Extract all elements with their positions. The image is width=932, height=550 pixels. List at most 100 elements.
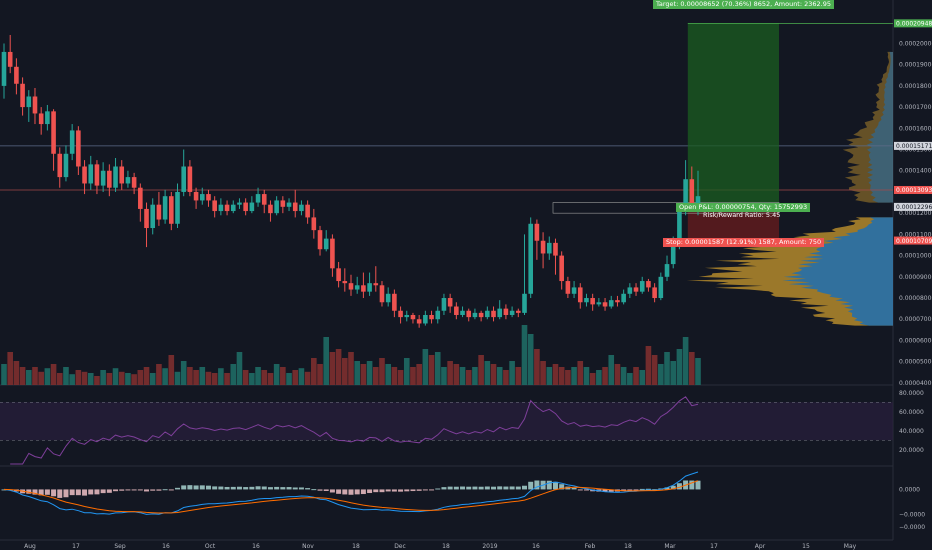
volume-bar <box>211 373 218 385</box>
macd-histogram-bar <box>429 489 435 491</box>
candle <box>311 217 317 231</box>
time-tick-label: Mar <box>664 543 676 550</box>
volume-bar <box>168 355 175 385</box>
macd-histogram-bar <box>150 489 156 491</box>
stop-label[interactable]: Stop: 0.00001587 (12.91%) 1587, Amount: … <box>663 237 825 247</box>
open-pnl-label[interactable]: Open P&L: 0.00000754, Qty: 15752993 <box>676 202 811 212</box>
rsi-line <box>10 396 699 465</box>
volume-bar <box>658 364 664 385</box>
volume-bar <box>596 370 602 385</box>
candle <box>534 223 540 241</box>
volume-bar <box>63 367 69 385</box>
candle <box>113 166 118 188</box>
candle <box>460 310 465 315</box>
volume-bar <box>577 361 584 385</box>
macd-histogram-bar <box>367 489 373 494</box>
macd-histogram-bar <box>633 489 639 491</box>
volume-bar <box>69 374 75 385</box>
macd-histogram-bar <box>342 489 348 495</box>
volume-bar <box>565 370 571 385</box>
candle <box>181 166 186 192</box>
macd-histogram-bar <box>51 489 57 497</box>
candle <box>131 177 137 188</box>
time-tick-label: Nov <box>302 543 314 550</box>
volume-bar <box>242 370 249 385</box>
volume-bar <box>1 364 7 385</box>
volume-bar <box>645 346 652 385</box>
time-tick-label: Sep <box>114 543 126 550</box>
candle <box>38 113 44 125</box>
candle <box>577 287 583 303</box>
macd-tick-label: −0.0000 <box>899 524 925 531</box>
macd-histogram-bar <box>193 485 199 490</box>
candle <box>187 166 193 192</box>
macd-histogram-bar <box>267 487 273 490</box>
rsi-tick-label: 80.0000 <box>899 390 924 397</box>
time-tick-label: Apr <box>755 543 766 550</box>
macd-histogram-bar <box>664 487 670 490</box>
volume-bar <box>627 373 633 385</box>
price-tick-label: 0.00019000 <box>899 62 932 69</box>
macd-histogram-bar <box>441 487 447 490</box>
volume-bar <box>651 355 658 385</box>
volume-bar <box>56 373 63 385</box>
candle <box>639 281 645 292</box>
macd-histogram-bar <box>689 480 695 490</box>
volume-bar <box>515 367 522 385</box>
volume-bar <box>335 349 342 385</box>
price-tag <box>894 202 932 211</box>
candle <box>69 130 75 154</box>
candle <box>571 287 577 294</box>
macd-histogram-bar <box>199 485 205 490</box>
candle <box>485 310 490 318</box>
macd-histogram-bar <box>472 486 478 490</box>
volume-bar <box>360 364 367 385</box>
volume-bar <box>44 368 51 385</box>
macd-histogram-bar <box>323 489 329 491</box>
time-tick-label: May <box>844 543 857 550</box>
macd-histogram-bar <box>63 489 69 498</box>
macd-histogram-bar <box>100 489 106 494</box>
volume-bar <box>292 370 299 385</box>
volume-bar <box>639 370 646 385</box>
volume-bar <box>286 373 292 385</box>
candle <box>664 264 670 277</box>
candle <box>76 130 81 167</box>
volume-bar <box>230 364 237 385</box>
volume-bar <box>521 325 528 385</box>
macd-histogram-bar <box>175 487 180 490</box>
volume-bar <box>540 361 546 385</box>
macd-histogram-bar <box>144 489 150 492</box>
macd-histogram-bar <box>559 484 565 490</box>
macd-histogram-bar <box>106 489 112 493</box>
candle <box>677 208 682 243</box>
macd-histogram-bar <box>44 489 50 495</box>
price-tag <box>894 141 932 150</box>
candle <box>608 300 614 307</box>
candle <box>646 281 651 288</box>
volume-bar <box>583 367 590 385</box>
candle <box>627 287 633 294</box>
candle <box>423 314 428 324</box>
volume-profile-buy-low <box>782 217 893 326</box>
volume-bar <box>218 368 224 385</box>
target-label[interactable]: Target: 0.00008652 (70.36%) 8652, Amount… <box>653 0 834 9</box>
rsi-tick-label: 60.0000 <box>899 409 924 416</box>
macd-histogram-bar <box>453 486 459 490</box>
macd-histogram-bar <box>491 486 497 490</box>
macd-histogram-bar <box>212 486 218 490</box>
macd-histogram-bar <box>577 489 583 491</box>
position-target-zone <box>687 23 779 207</box>
price-tick-label: 0.00016000 <box>899 125 932 132</box>
volume-bar <box>397 370 404 385</box>
volume-bar <box>112 368 119 385</box>
macd-histogram-bar <box>404 489 410 492</box>
volume-bar <box>614 364 621 385</box>
candle <box>224 204 230 212</box>
volume-bar <box>174 371 181 385</box>
volume-bar <box>323 337 330 385</box>
candle <box>695 196 701 205</box>
candle <box>82 166 87 184</box>
price-tick-label: 0.00017000 <box>899 104 932 111</box>
